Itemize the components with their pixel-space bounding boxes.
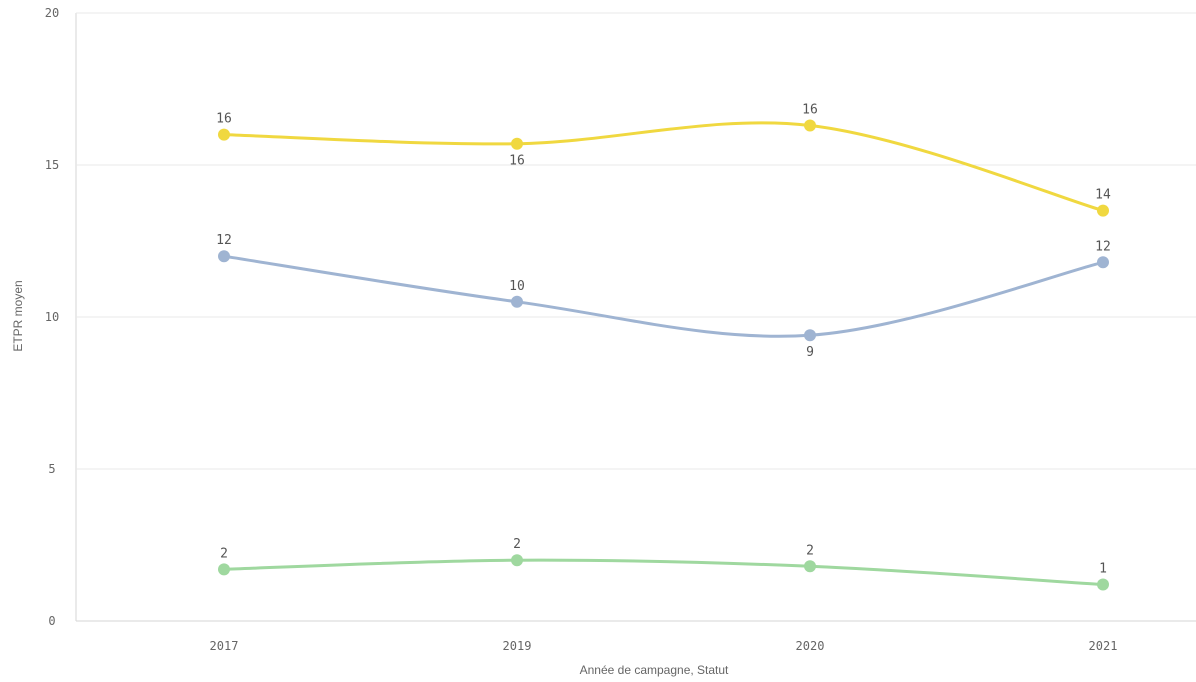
- x-tick-label: 2021: [1089, 639, 1118, 653]
- series-line: [222, 254, 1105, 338]
- y-tick-label: 15: [45, 158, 59, 172]
- data-label: 2: [806, 543, 814, 558]
- x-axis-ticks: 2017 2019 2020 2021: [210, 639, 1118, 653]
- data-point: [511, 554, 523, 567]
- data-point: [511, 137, 523, 150]
- series-2: 12 10 9 12: [216, 233, 1111, 360]
- data-label: 12: [1095, 239, 1111, 254]
- data-point: [511, 295, 523, 308]
- data-point: [804, 560, 816, 573]
- series-3: 2 2 2 1: [218, 537, 1109, 591]
- x-tick-label: 2017: [210, 639, 239, 653]
- data-label: 2: [513, 537, 521, 552]
- data-label: 2: [220, 546, 228, 561]
- data-point: [804, 329, 816, 342]
- gridlines: [75, 12, 1196, 622]
- data-point: [218, 563, 230, 576]
- data-label: 12: [216, 233, 232, 248]
- data-point: [1097, 204, 1109, 217]
- data-label: 9: [806, 345, 814, 360]
- data-label: 1: [1099, 562, 1107, 577]
- y-axis-title: ETPR moyen: [11, 280, 25, 351]
- series-line: [222, 121, 1105, 213]
- data-label: 14: [1095, 188, 1111, 203]
- data-label: 16: [802, 102, 818, 117]
- series-line: [222, 558, 1105, 587]
- data-point: [1097, 256, 1109, 269]
- series-layer: 16 16 16 14 12 10 9 12 2 2 2 1: [216, 102, 1111, 591]
- data-label: 16: [509, 154, 525, 169]
- data-point: [218, 250, 230, 263]
- y-tick-label: 0: [48, 614, 55, 628]
- data-point: [1097, 578, 1109, 591]
- data-point: [804, 119, 816, 132]
- x-axis-title: Année de campagne, Statut: [580, 663, 729, 677]
- x-tick-label: 2019: [503, 639, 532, 653]
- y-tick-label: 20: [45, 6, 59, 20]
- y-axis-ticks: 0 5 10 15 20: [45, 6, 59, 628]
- data-point: [218, 128, 230, 141]
- series-1: 16 16 16 14: [216, 102, 1111, 217]
- data-label: 16: [216, 112, 232, 127]
- y-tick-label: 5: [48, 462, 55, 476]
- y-tick-label: 10: [45, 310, 59, 324]
- x-tick-label: 2020: [796, 639, 825, 653]
- data-label: 10: [509, 279, 525, 294]
